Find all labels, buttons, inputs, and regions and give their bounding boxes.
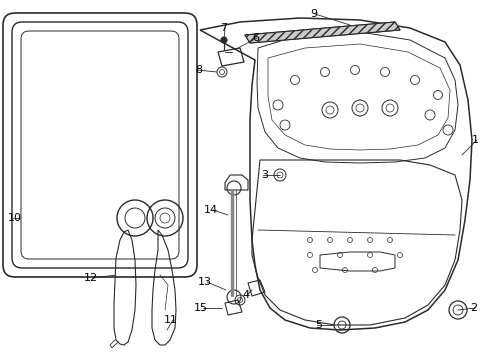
Text: 15: 15: [194, 303, 208, 313]
Text: 12: 12: [84, 273, 98, 283]
Polygon shape: [245, 22, 400, 43]
Text: 9: 9: [310, 9, 317, 19]
Text: 13: 13: [198, 277, 212, 287]
Text: 6: 6: [252, 33, 259, 43]
Text: 11: 11: [164, 315, 178, 325]
Text: 8: 8: [195, 65, 202, 75]
Circle shape: [221, 37, 227, 43]
Text: 2: 2: [470, 303, 477, 313]
Text: 14: 14: [204, 205, 218, 215]
Polygon shape: [245, 22, 400, 43]
Text: 5: 5: [315, 320, 322, 330]
Text: 1: 1: [472, 135, 479, 145]
Text: 7: 7: [220, 23, 227, 33]
Text: 4: 4: [242, 290, 249, 300]
Text: 10: 10: [8, 213, 22, 223]
Text: 3: 3: [261, 170, 268, 180]
